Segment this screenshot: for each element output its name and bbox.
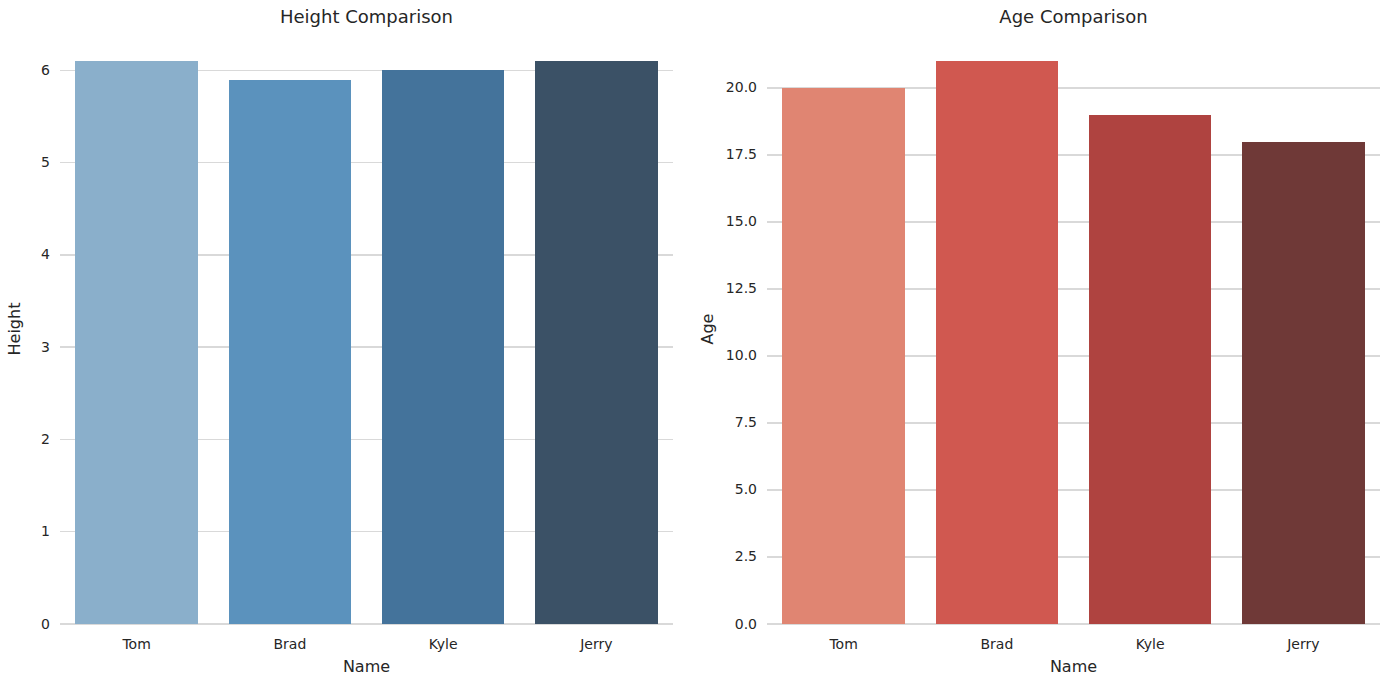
plot-area: 0.02.55.07.510.012.515.017.520.0TomBradK… <box>767 33 1380 624</box>
bar-kyle <box>382 70 505 624</box>
x-tick-label: Kyle <box>1090 636 1210 653</box>
y-tick-label: 10.0 <box>657 347 757 364</box>
y-tick-label: 5 <box>0 154 50 171</box>
y-tick-label: 3 <box>0 339 50 356</box>
plot-area: 0123456TomBradKyleJerry <box>60 33 673 624</box>
bar-jerry <box>1242 142 1365 624</box>
x-tick-label: Brad <box>230 636 350 653</box>
height-comparison-chart: Height Comparison Height 0123456TomBradK… <box>60 33 673 624</box>
y-tick-label: 20.0 <box>657 79 757 96</box>
x-tick-label: Tom <box>77 636 197 653</box>
y-tick-label: 1 <box>0 523 50 540</box>
chart-title: Height Comparison <box>60 6 673 28</box>
bar-brad <box>936 61 1059 624</box>
y-tick-label: 7.5 <box>657 414 757 431</box>
y-tick-label: 5.0 <box>657 481 757 498</box>
y-tick-label: 0 <box>0 616 50 633</box>
bar-kyle <box>1089 115 1212 624</box>
y-tick-label: 12.5 <box>657 280 757 297</box>
y-tick-label: 2 <box>0 431 50 448</box>
bar-tom <box>782 88 905 624</box>
x-axis-label: Name <box>767 657 1380 676</box>
y-tick-label: 2.5 <box>657 548 757 565</box>
y-tick-label: 17.5 <box>657 146 757 163</box>
bar-tom <box>75 61 198 624</box>
y-tick-label: 4 <box>0 246 50 263</box>
bar-brad <box>229 80 352 624</box>
bar-jerry <box>535 61 658 624</box>
x-tick-label: Jerry <box>536 636 656 653</box>
x-tick-label: Kyle <box>383 636 503 653</box>
x-tick-label: Jerry <box>1243 636 1363 653</box>
x-axis-label: Name <box>60 657 673 676</box>
x-tick-label: Tom <box>784 636 904 653</box>
x-tick-label: Brad <box>937 636 1057 653</box>
y-tick-label: 15.0 <box>657 213 757 230</box>
chart-title: Age Comparison <box>767 6 1380 28</box>
y-axis-label: Height <box>5 269 24 389</box>
y-tick-label: 6 <box>0 62 50 79</box>
bar-chart-figure: Height Comparison Height 0123456TomBradK… <box>0 0 1389 690</box>
age-comparison-chart: Age Comparison Age 0.02.55.07.510.012.51… <box>767 33 1380 624</box>
